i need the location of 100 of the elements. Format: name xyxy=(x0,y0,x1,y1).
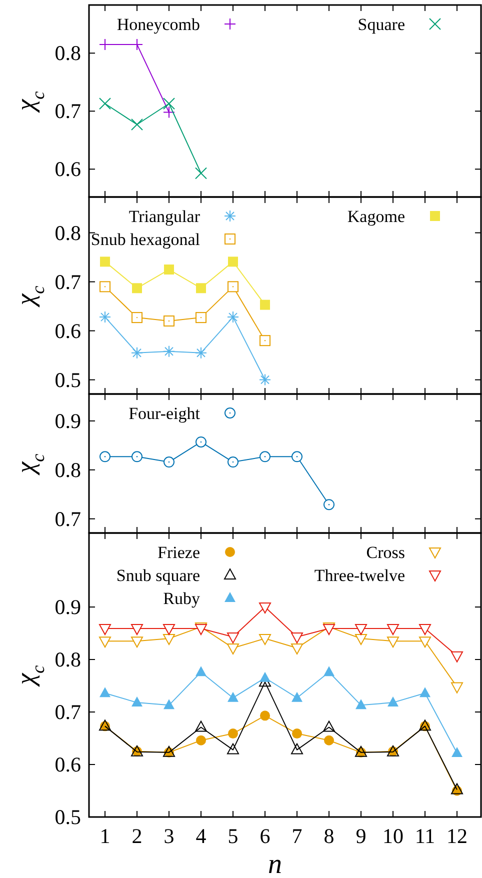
point xyxy=(228,692,238,702)
y-tick-label: 0.7 xyxy=(54,506,81,531)
y-tick-label: 0.8 xyxy=(54,41,81,66)
y-tick-label: 0.5 xyxy=(54,805,81,829)
point xyxy=(195,167,207,180)
point xyxy=(324,499,334,510)
x-tick-label: 4 xyxy=(196,824,207,848)
point xyxy=(99,98,111,110)
point xyxy=(227,311,239,324)
point xyxy=(196,436,206,448)
point xyxy=(195,346,207,359)
point xyxy=(196,283,206,294)
legend-label: Honeycomb xyxy=(116,15,200,34)
y-tick-label: 0.6 xyxy=(54,318,81,343)
point xyxy=(260,672,270,682)
point xyxy=(100,256,110,267)
point xyxy=(227,632,239,644)
point xyxy=(228,281,238,292)
x-tick-label: 3 xyxy=(164,824,174,848)
point xyxy=(131,118,143,130)
point xyxy=(292,728,302,739)
point xyxy=(324,666,334,676)
point xyxy=(291,743,303,754)
point xyxy=(323,720,335,732)
y-tick-label: 0.7 xyxy=(54,270,81,294)
legend-label: Ruby xyxy=(163,589,200,608)
point xyxy=(163,106,175,118)
point xyxy=(355,624,367,636)
legend-label: Four-eight xyxy=(128,404,200,423)
point xyxy=(228,456,238,468)
point xyxy=(131,346,143,359)
x-tick-label: 1 xyxy=(100,824,110,848)
point xyxy=(260,451,270,462)
x-tick-label: 12 xyxy=(446,824,468,848)
point xyxy=(164,456,174,468)
point xyxy=(260,300,270,310)
y-tick-label: 0.8 xyxy=(54,458,81,482)
legend-label: Snub square xyxy=(116,566,200,585)
x-tick-label: 9 xyxy=(356,824,366,848)
legend-label: Cross xyxy=(366,543,405,562)
y-tick-label: 0.6 xyxy=(54,752,81,777)
point xyxy=(292,692,302,702)
point xyxy=(100,687,110,698)
y-tick-label: 0.9 xyxy=(54,595,81,620)
point xyxy=(227,743,239,754)
point xyxy=(228,728,238,739)
point xyxy=(164,264,174,275)
legend-label: Three-twelve xyxy=(314,566,405,585)
x-tick-label: 2 xyxy=(132,824,142,848)
point xyxy=(292,451,302,462)
legend-label: Square xyxy=(358,15,405,34)
x-tick-label: 5 xyxy=(228,824,238,848)
point xyxy=(291,643,303,654)
point xyxy=(99,311,111,324)
point xyxy=(356,699,366,710)
point xyxy=(163,624,175,636)
y-tick-label: 0.6 xyxy=(54,157,81,182)
point xyxy=(164,315,174,326)
point xyxy=(291,632,303,644)
y-tick-label: 0.7 xyxy=(54,700,81,724)
y-tick-label: 0.7 xyxy=(54,99,81,124)
point xyxy=(452,746,462,757)
point xyxy=(196,735,206,746)
point xyxy=(132,283,142,294)
point xyxy=(355,634,367,646)
point xyxy=(196,666,206,676)
point xyxy=(451,651,463,662)
y-tick-label: 0.8 xyxy=(54,220,81,245)
point xyxy=(196,312,206,324)
point xyxy=(259,602,271,614)
point xyxy=(387,636,399,648)
point xyxy=(195,720,207,732)
point xyxy=(259,634,271,646)
point xyxy=(100,451,110,462)
point xyxy=(228,256,238,267)
y-tick-label: 0.8 xyxy=(54,648,81,672)
point xyxy=(132,312,142,324)
point xyxy=(99,636,111,648)
point xyxy=(164,699,174,710)
x-tick-label: 7 xyxy=(292,824,302,848)
y-tick-label: 0.5 xyxy=(54,368,81,392)
point xyxy=(132,696,142,707)
point xyxy=(163,345,175,358)
x-tick-label: 11 xyxy=(414,824,436,848)
point xyxy=(451,682,463,694)
point xyxy=(132,451,142,462)
legend-label: Frieze xyxy=(158,543,200,562)
point xyxy=(260,710,270,721)
point xyxy=(324,735,334,746)
point xyxy=(420,687,430,698)
legend-label: Triangular xyxy=(128,207,200,226)
point xyxy=(131,624,143,636)
x-tick-label: 8 xyxy=(324,824,334,848)
point xyxy=(131,636,143,648)
point xyxy=(100,281,110,292)
point xyxy=(419,636,431,648)
x-tick-label: 10 xyxy=(382,824,404,848)
point xyxy=(388,696,398,707)
point xyxy=(227,643,239,654)
legend-label: Kagome xyxy=(347,207,405,226)
